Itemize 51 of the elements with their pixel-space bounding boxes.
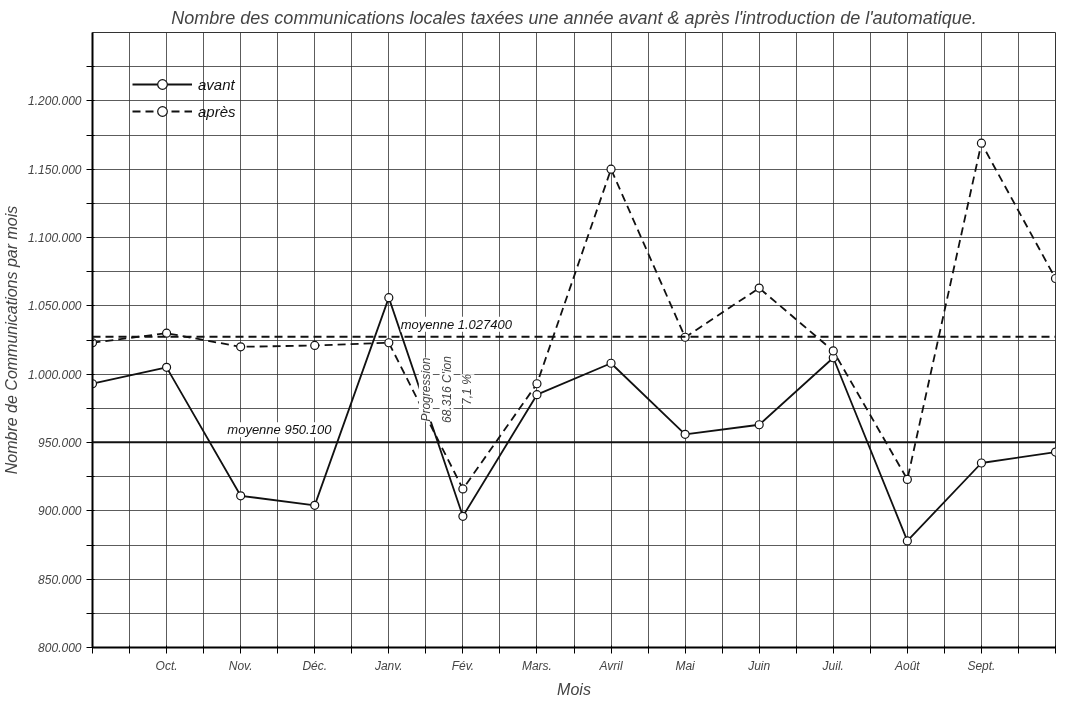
y-tick-label: 950.000 [38, 436, 82, 450]
y-tick-label: 1.100.000 [28, 231, 82, 245]
point [902, 474, 912, 484]
point [384, 293, 394, 303]
ref-line-label: moyenne 1.027400 [400, 316, 513, 332]
point [828, 346, 838, 356]
point [754, 420, 764, 430]
x-tick-label: Avril [598, 658, 623, 673]
ref-line-label: moyenne 950.100 [227, 422, 333, 438]
point [606, 358, 616, 368]
point [236, 491, 246, 501]
x-tick-label: Mars. [521, 658, 552, 673]
x-tick-label: Janv. [373, 658, 403, 673]
point [902, 536, 912, 546]
point [458, 511, 468, 521]
point [310, 500, 320, 510]
point [976, 458, 987, 468]
chart-title: Nombre des communications locales taxées une année avant & après l'introduction de l'automatique. [171, 7, 977, 28]
x-tick-label: Nov. [228, 658, 253, 673]
point [976, 138, 987, 148]
point [384, 338, 394, 348]
x-axis-title: Mois [557, 680, 591, 698]
x-tick-label: Juin [747, 658, 771, 673]
point [161, 328, 172, 338]
y-tick-label: 1.050.000 [28, 299, 82, 314]
x-tick-label: Oct. [155, 658, 178, 673]
x-tick-label: Sept. [967, 658, 996, 673]
annotation: Progression [418, 357, 433, 422]
x-tick-label: Juil. [821, 658, 844, 673]
y-tick-label: 1.150.000 [28, 162, 82, 177]
y-axis-title: Nombre de Communications par mois [3, 205, 21, 475]
y-tick-label: 1.200.000 [28, 94, 82, 109]
annotation: 68.316 C'ion [439, 355, 454, 424]
point [754, 283, 764, 293]
point [680, 429, 690, 439]
y-tick-label: 900.000 [38, 504, 82, 519]
annotation: 7,1 % [460, 373, 475, 405]
point [532, 390, 542, 400]
point [532, 379, 542, 389]
point [161, 362, 172, 372]
x-tick-label: Mai [675, 658, 696, 673]
point [236, 342, 246, 352]
x-tick-label: Fév. [451, 658, 475, 673]
y-tick-label: 800.000 [38, 641, 82, 655]
point [606, 164, 616, 174]
point [310, 340, 320, 351]
x-tick-label: Déc. [302, 658, 328, 673]
x-tick-label: Août [894, 658, 921, 673]
point [458, 484, 468, 494]
y-tick-label: 1.000.000 [28, 367, 82, 382]
y-tick-label: 850.000 [38, 572, 82, 587]
